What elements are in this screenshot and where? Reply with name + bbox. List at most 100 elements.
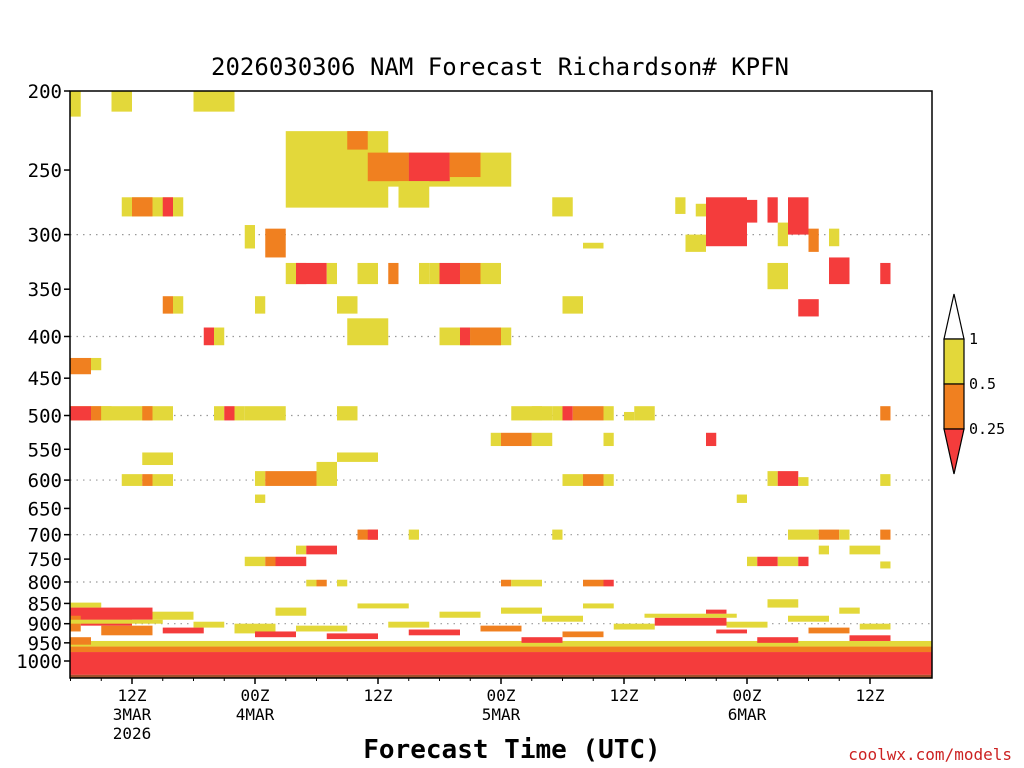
plot-area [0, 91, 932, 678]
legend-bottom-arrow [943, 428, 965, 475]
y-tick-label: 300 [28, 225, 62, 247]
ri-cell [142, 474, 153, 486]
ri-cell [265, 471, 317, 486]
ri-cell [501, 579, 512, 587]
boundary-layer-cell [644, 613, 737, 618]
boundary-layer-cell [849, 635, 891, 641]
ri-cell [70, 406, 91, 421]
ri-cell [244, 406, 286, 421]
legend-yellow-box [943, 338, 965, 385]
ri-cell [706, 197, 747, 247]
legend-orange-box [943, 383, 965, 430]
boundary-layer-cell [70, 602, 102, 608]
ri-cell [449, 152, 481, 178]
ri-cell [788, 197, 809, 235]
ri-cell [747, 199, 758, 223]
boundary-layer-cell [501, 607, 542, 614]
ri-cell [91, 357, 102, 371]
ri-cell [460, 327, 471, 346]
ri-cell [285, 262, 296, 285]
y-tick-label: 400 [28, 326, 62, 348]
ri-cell [552, 529, 563, 540]
boundary-layer-cell [193, 621, 225, 628]
ri-cell [788, 529, 819, 540]
boundary-layer-cell [162, 627, 204, 634]
y-tick-label: 850 [28, 593, 62, 615]
boundary-layer-cell [70, 637, 91, 645]
ri-cell [439, 327, 460, 346]
ri-cell [583, 242, 604, 249]
surface-band [70, 640, 932, 647]
boundary-layer-cell [521, 637, 563, 643]
ri-cell [880, 262, 891, 285]
ri-cell [818, 545, 829, 555]
ri-cell [798, 556, 809, 567]
ri-cell [695, 203, 706, 217]
y-tick-label: 1000 [16, 651, 62, 673]
y-tick-label: 350 [28, 279, 62, 301]
credit-text: coolwx.com/models [848, 745, 1012, 764]
x-tick-sublabel: 2026 [113, 724, 152, 743]
boundary-layer-cell [726, 621, 768, 628]
ri-cell [142, 452, 173, 466]
boundary-layer-cell [101, 625, 153, 636]
ri-cell [152, 406, 173, 421]
boundary-layer-cell [480, 625, 522, 632]
ri-cell [777, 222, 788, 247]
ri-cell [675, 197, 686, 214]
ri-cell [173, 296, 184, 314]
y-tick-label: 950 [28, 633, 62, 655]
y-tick-label: 800 [28, 572, 62, 594]
x-tick-sublabel: 6MAR [728, 705, 767, 724]
ri-cell [511, 579, 542, 587]
ri-cell [214, 406, 225, 421]
ri-cell [849, 545, 881, 555]
legend: 1 0.5 0.25 [943, 293, 1005, 475]
ri-cell [880, 474, 891, 486]
ri-cell [880, 406, 891, 421]
ri-cell [470, 327, 501, 346]
x-tick-label: 00Z [733, 686, 762, 705]
ri-cell [367, 152, 409, 182]
ri-cell [501, 432, 532, 447]
y-tick-label: 450 [28, 368, 62, 390]
ri-cell [255, 494, 266, 503]
ri-cell [634, 406, 655, 421]
boundary-layer-cell [255, 631, 296, 638]
x-axis-label: Forecast Time (UTC) [363, 735, 660, 765]
ri-cell [829, 228, 840, 247]
ri-cell [367, 529, 378, 540]
ri-cell [255, 471, 266, 486]
ri-cell [306, 579, 317, 587]
ri-cell [777, 471, 799, 486]
ri-cell [40, 197, 50, 216]
ri-cell [829, 257, 850, 285]
ri-cell [685, 234, 706, 252]
boundary-layer-cell [654, 617, 727, 626]
surface-band [70, 652, 932, 675]
ri-cell [326, 262, 337, 285]
ri-cell [603, 432, 614, 447]
ri-cell [337, 452, 378, 462]
ri-cell [224, 406, 235, 421]
ri-cell [460, 262, 481, 285]
ri-cell [70, 357, 91, 375]
y-tick-label: 900 [28, 614, 62, 636]
y-tick-label: 600 [28, 470, 62, 492]
ri-cell [244, 225, 255, 249]
x-tick-label: 12Z [118, 686, 147, 705]
ri-cell [101, 406, 112, 421]
y-tick-label: 750 [28, 549, 62, 571]
ri-cell [347, 131, 368, 150]
ri-cell [347, 318, 389, 346]
ri-cell [583, 474, 604, 486]
boundary-layer-cell [767, 599, 799, 608]
ri-cell [572, 406, 604, 421]
legend-label: 1 [969, 330, 978, 348]
ri-cell [767, 262, 788, 290]
boundary-layer-cell [0, 589, 9, 600]
ri-cell [296, 545, 307, 555]
ri-cell [480, 262, 501, 285]
x-tick-label: 12Z [610, 686, 639, 705]
